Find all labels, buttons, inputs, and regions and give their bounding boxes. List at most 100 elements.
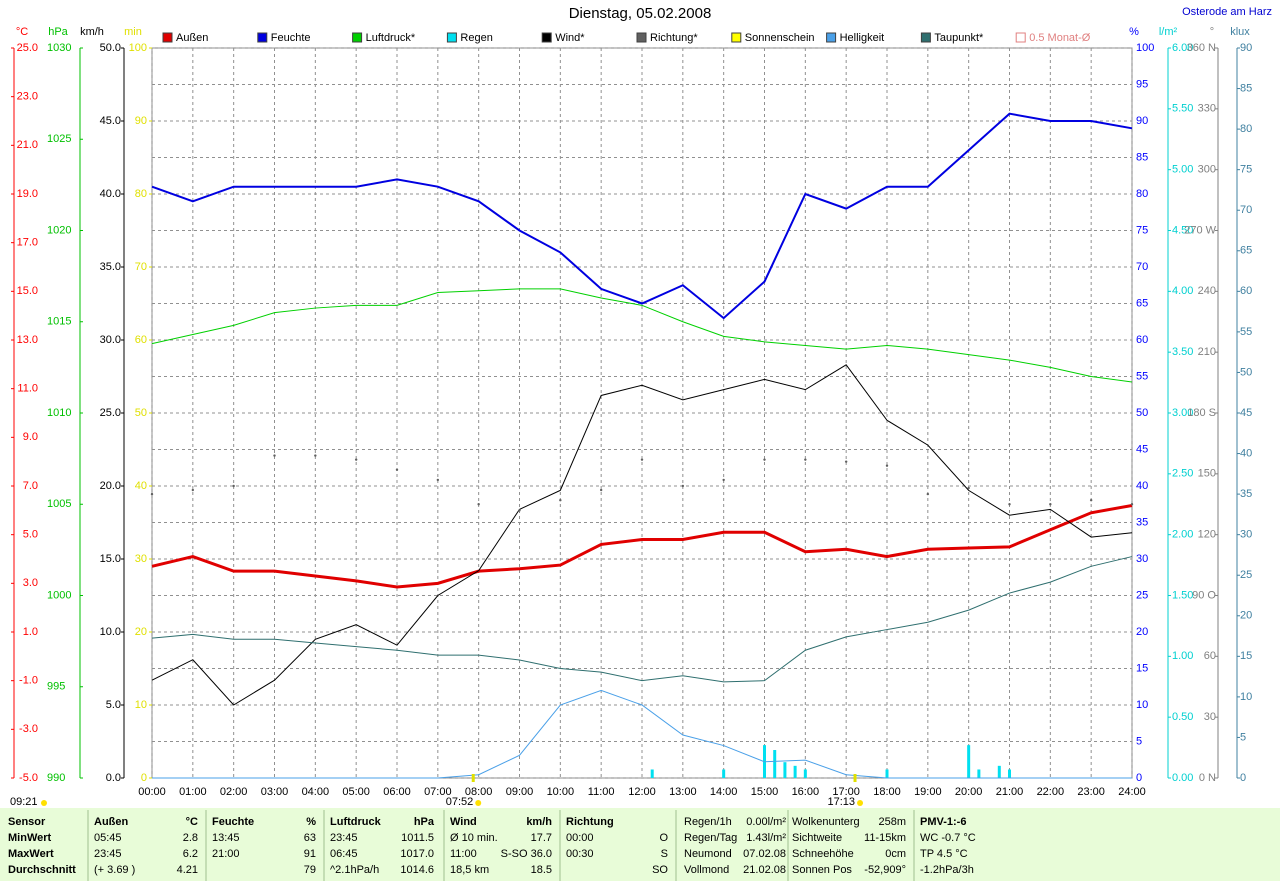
x-tick-label: 01:00 <box>179 786 207 798</box>
direction-dot <box>150 492 154 496</box>
table-cell: 11:00 <box>450 848 477 860</box>
table-cell: 11-15km <box>864 832 906 844</box>
direction-dot <box>967 486 970 490</box>
y-tick-label: 270 W <box>1184 224 1216 236</box>
direction-dot <box>926 492 930 496</box>
y-tick-label: 0.0 <box>106 772 121 784</box>
x-tick-label: 18:00 <box>873 786 901 798</box>
axis-unit: klux <box>1230 26 1250 38</box>
y-tick-label: 60 <box>135 334 147 346</box>
y-tick-label: 60 <box>1204 650 1216 662</box>
series-line <box>151 364 1133 706</box>
y-tick-label: -5.0 <box>19 772 38 784</box>
rain-bar <box>803 769 807 778</box>
series-line <box>151 112 1133 320</box>
y-tick-label: 19.0 <box>17 188 38 200</box>
table-cell: 1014.6 <box>400 864 434 876</box>
y-tick-label: 7.0 <box>23 480 38 492</box>
y-tick-label: 1015 <box>47 316 71 328</box>
y-tick-label: 55 <box>1240 326 1252 338</box>
y-tick-label: 40.0 <box>100 188 121 200</box>
table-cell: ^2.1hPa/h <box>330 864 379 876</box>
day-length: 09:21 <box>10 796 38 808</box>
table-cell: Ø 10 min. <box>450 832 498 844</box>
legend-label: Wind* <box>555 32 585 44</box>
y-tick-label: 150 <box>1198 468 1216 480</box>
y-tick-label: 100 <box>1136 42 1154 54</box>
direction-dot <box>1089 498 1093 502</box>
direction-dot <box>763 458 766 461</box>
table-cell: MinWert <box>8 832 52 844</box>
y-tick-label: 1.00 <box>1172 650 1193 662</box>
y-tick-label: 9.0 <box>23 431 38 443</box>
sun-time: 17:13 <box>827 796 855 808</box>
table-cell: Neumond <box>684 848 732 860</box>
y-tick-label: 30.0 <box>100 334 121 346</box>
y-tick-label: 1010 <box>47 407 71 419</box>
x-tick-label: 02:00 <box>220 786 248 798</box>
axis-unit: % <box>1129 26 1139 38</box>
rain-bar <box>773 750 777 778</box>
table-cell: S-SO 36.0 <box>501 848 552 860</box>
axis-unit: min <box>124 26 142 38</box>
y-tick-label: 0.00 <box>1172 772 1193 784</box>
legend-swatch <box>1015 32 1026 43</box>
y-tick-label: 75 <box>1136 224 1148 236</box>
y-tick-label: 5.00 <box>1172 164 1193 176</box>
y-tick-label: 180 S <box>1187 407 1216 419</box>
y-tick-label: 1005 <box>47 498 71 510</box>
legend-swatch <box>636 32 647 43</box>
y-tick-label: 75 <box>1240 164 1252 176</box>
y-tick-label: 40 <box>1240 447 1252 459</box>
direction-dot <box>885 464 889 467</box>
rain-bar <box>650 769 654 778</box>
table-cell: 0.00l/m² <box>746 816 786 828</box>
table-cell: -52,909° <box>864 864 906 876</box>
series-line <box>151 556 1133 683</box>
table-cell: 1017.0 <box>400 848 434 860</box>
table-cell: SO <box>652 864 668 876</box>
axis-unit: l/m² <box>1159 26 1178 38</box>
rain-bar <box>1008 769 1011 778</box>
y-tick-label: 35.0 <box>100 261 121 273</box>
y-tick-label: 210 <box>1198 346 1216 358</box>
y-tick-label: 300 <box>1198 164 1216 176</box>
table-cell: 258m <box>878 816 906 828</box>
x-tick-label: 20:00 <box>955 786 983 798</box>
table-cell: 6.2 <box>183 848 198 860</box>
x-tick-label: 14:00 <box>710 786 738 798</box>
y-tick-label: 40 <box>135 480 147 492</box>
y-tick-label: 45 <box>1136 443 1148 455</box>
y-tick-label: 95 <box>1136 78 1148 90</box>
axis-unit: km/h <box>80 26 104 38</box>
y-tick-label: 25 <box>1240 569 1252 581</box>
x-tick-label: 00:00 <box>138 786 166 798</box>
y-tick-label: 50 <box>135 407 147 419</box>
table-cell: 23:45 <box>330 832 358 844</box>
y-tick-label: 30 <box>1240 529 1252 541</box>
rain-bar <box>977 769 981 778</box>
y-tick-label: 60 <box>1240 285 1252 297</box>
x-tick-label: 17:00 <box>832 786 860 798</box>
x-tick-label: 06:00 <box>383 786 411 798</box>
x-tick-label: 23:00 <box>1077 786 1105 798</box>
x-tick-label: 21:00 <box>996 786 1024 798</box>
table-cell: MaxWert <box>8 848 54 860</box>
y-tick-label: 25 <box>1136 589 1148 601</box>
y-tick-label: 25.0 <box>100 407 121 419</box>
table-cell: S <box>661 848 668 860</box>
legend-swatch <box>257 32 268 43</box>
direction-dot <box>844 460 848 463</box>
table-cell: Regen/1h <box>684 816 732 828</box>
table-cell: 79 <box>304 864 316 876</box>
y-tick-label: 0.50 <box>1172 711 1193 723</box>
table-cell: 07.02.08 <box>743 848 786 860</box>
table-cell: 05:45 <box>94 832 122 844</box>
direction-dot <box>681 484 685 488</box>
table-cell: 4.21 <box>177 864 198 876</box>
y-tick-label: 50.0 <box>100 42 121 54</box>
legend-swatch <box>826 32 837 43</box>
table-cell: 63 <box>304 832 316 844</box>
y-tick-label: 30 <box>1136 553 1148 565</box>
